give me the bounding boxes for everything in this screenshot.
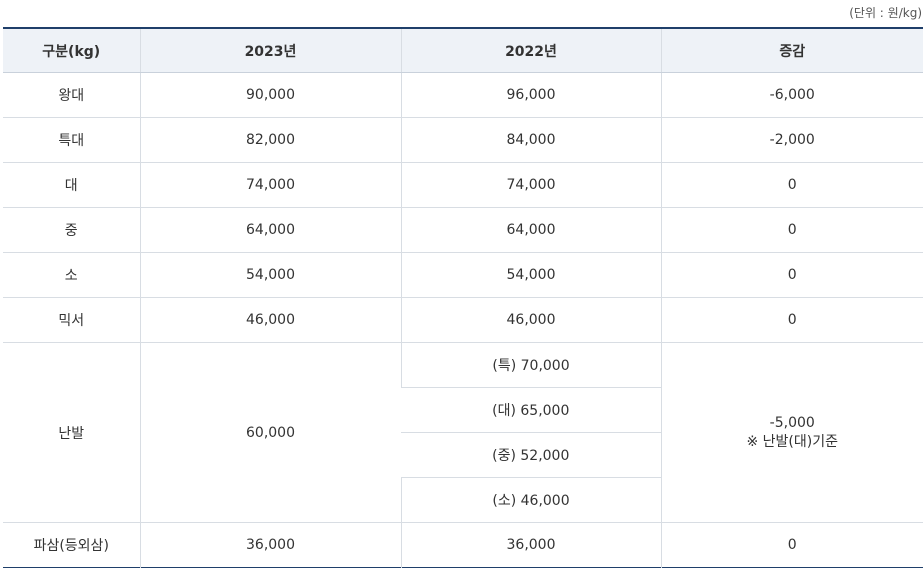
grade-cell: 특대 [3, 117, 140, 163]
change-cell: -2,000 [660, 117, 923, 163]
header-2023: 2023년 [139, 28, 401, 73]
price-2022-cell: 84,000 [400, 117, 661, 163]
header-grade: 구분(kg) [3, 28, 140, 73]
change-value: -5,000 [769, 414, 815, 431]
price-2023-cell: 36,000 [139, 522, 401, 568]
grade-cell: 중 [3, 207, 140, 253]
price-2022-cell: 74,000 [400, 162, 661, 208]
change-note: ※ 난발(대)기준 [746, 433, 838, 450]
price-2023-cell: 90,000 [139, 72, 401, 118]
change-cell: -5,000 ※ 난발(대)기준 [660, 342, 923, 523]
table-row: 중 64,000 64,000 0 [3, 207, 923, 253]
table-row-nanbal: (중) 52,000 [3, 432, 923, 478]
price-2022-sub-cell: (특) 70,000 [400, 342, 661, 388]
price-2023-cell: 82,000 [139, 117, 401, 163]
price-2023-cell: 74,000 [139, 162, 401, 208]
grade-cell: 대 [3, 162, 140, 208]
grade-cell: 파삼(등외삼) [33, 538, 109, 554]
price-2023-cell: 54,000 [139, 252, 401, 298]
price-2022-cell: 64,000 [400, 207, 661, 253]
price-2023-cell: 64,000 [139, 207, 401, 253]
change-cell: 0 [660, 522, 923, 568]
table-row: 소 54,000 54,000 0 [3, 252, 923, 298]
grade-cell: 소 [3, 252, 140, 298]
table-row-nanbal: 난발 60,000 (특) 70,000 -5,000 ※ 난발(대)기준 [3, 342, 923, 523]
change-cell: 0 [660, 252, 923, 298]
change-cell: 0 [660, 207, 923, 253]
table-row: 특대 82,000 84,000 -2,000 [3, 117, 923, 163]
change-cell: 0 [660, 297, 923, 343]
table-row: 대 74,000 74,000 0 [3, 162, 923, 208]
grade-cell: 왕대 [3, 72, 140, 118]
price-table: 구분(kg) 2023년 2022년 증감 왕대 90,000 96,000 -… [3, 27, 923, 568]
price-2022-cell: 36,000 [400, 522, 661, 568]
table-row: 파삼(등외삼) 36,000 36,000 0 [3, 522, 923, 568]
price-2022-sub-cell: (대) 65,000 [401, 387, 661, 433]
table-row: 왕대 90,000 96,000 -6,000 [3, 72, 923, 118]
grade-cell: 믹서 [3, 297, 140, 343]
table-row: 믹서 46,000 46,000 0 [3, 297, 923, 343]
price-2023-cell: 46,000 [139, 297, 401, 343]
change-cell: 0 [660, 162, 923, 208]
grade-cell: 난발 [3, 342, 140, 523]
price-2022-sub-cell: (소) 46,000 [400, 477, 661, 523]
price-2022-sub-cell: (중) 52,000 [401, 432, 661, 478]
change-cell: -6,000 [660, 72, 923, 118]
price-2023-cell: 60,000 [139, 342, 401, 523]
table-row-nanbal: (소) 46,000 [3, 477, 923, 523]
unit-note: (단위 : 원/kg) [849, 6, 922, 20]
table-row-nanbal: (대) 65,000 [3, 387, 923, 433]
price-2022-cell: 96,000 [400, 72, 661, 118]
price-2022-cell: 54,000 [400, 252, 661, 298]
header-2022: 2022년 [400, 28, 661, 73]
header-row: 구분(kg) 2023년 2022년 증감 [3, 28, 923, 73]
header-change: 증감 [660, 28, 923, 73]
price-2022-cell: 46,000 [400, 297, 661, 343]
